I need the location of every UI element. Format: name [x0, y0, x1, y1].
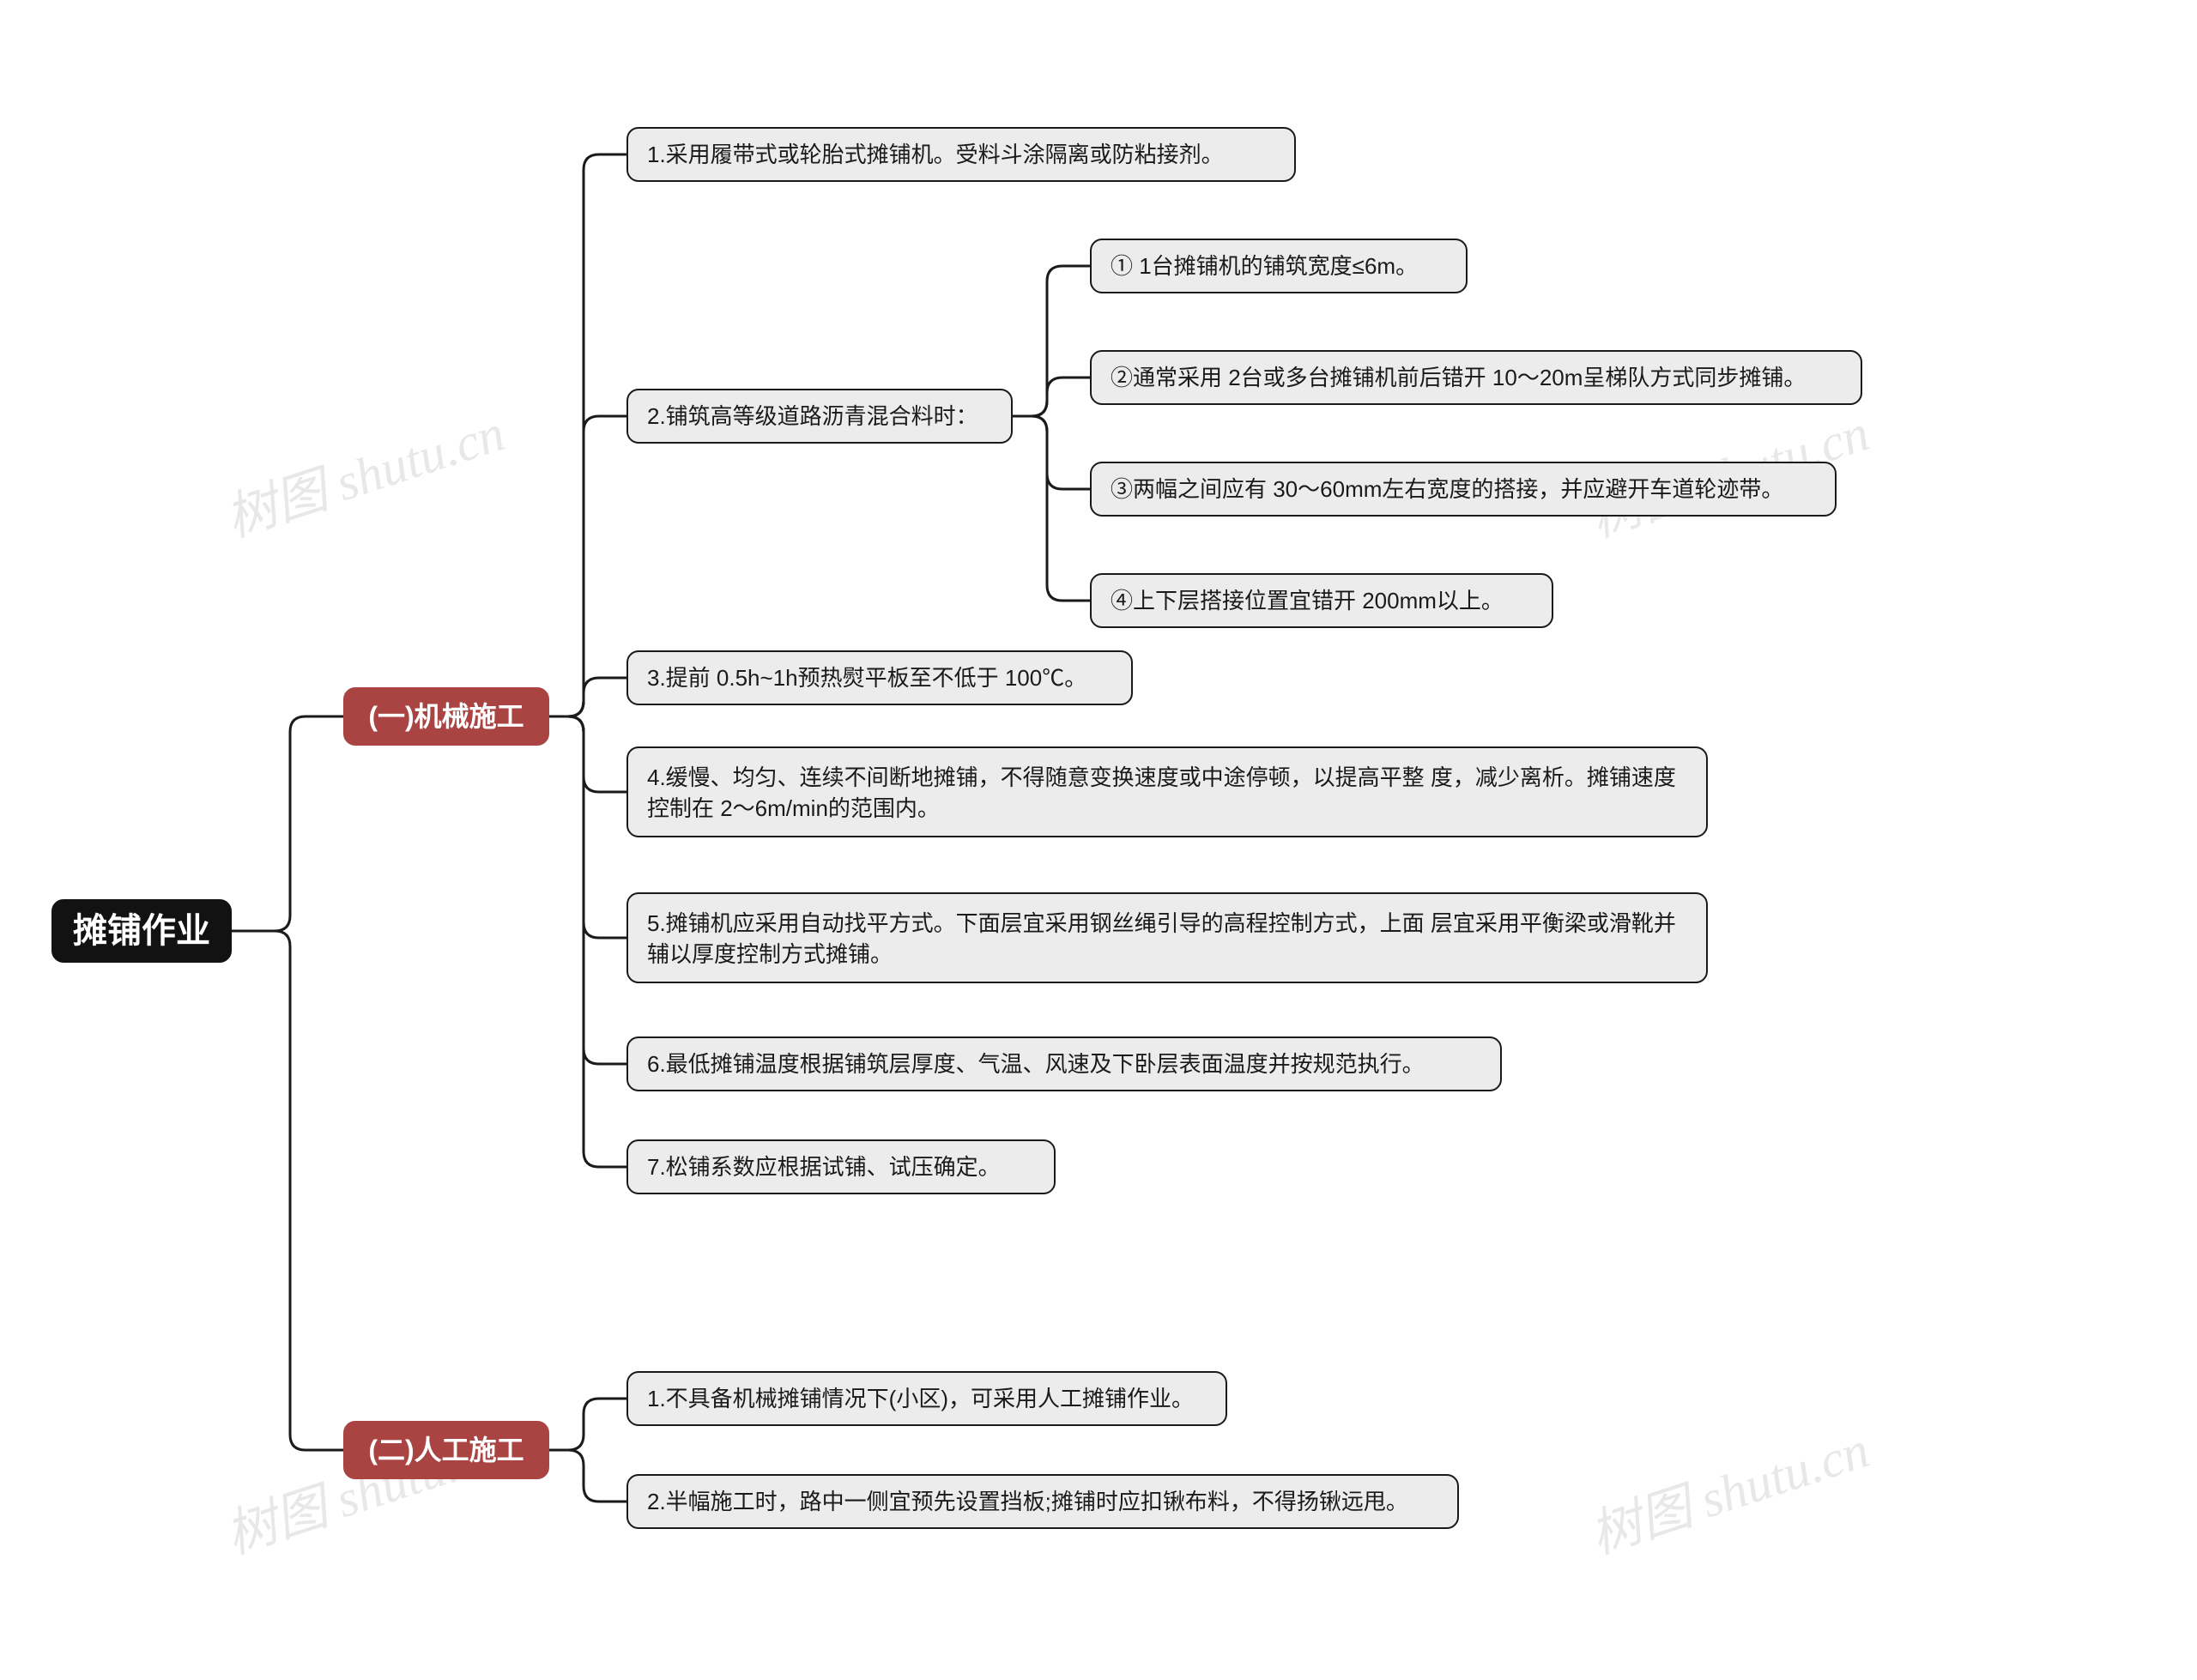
- section-mech: (一)机械施工: [343, 687, 549, 746]
- leaf-p2: 2.半幅施工时，路中一侧宜预先设置挡板;摊铺时应扣锹布料，不得扬锹远甩。: [626, 1474, 1459, 1529]
- leaf-m2a: ① 1台摊铺机的铺筑宽度≤6m。: [1090, 239, 1468, 293]
- leaf-m4: 4.缓慢、均匀、连续不间断地摊铺，不得随意变换速度或中途停顿，以提高平整 度，减…: [626, 746, 1708, 837]
- leaf-m2b: ②通常采用 2台或多台摊铺机前后错开 10～20m呈梯队方式同步摊铺。: [1090, 350, 1862, 405]
- watermark: 树图 shutu.cn: [1579, 1408, 1877, 1568]
- leaf-m2d: ④上下层搭接位置宜错开 200mm以上。: [1090, 573, 1553, 628]
- watermark: 树图 shutu.cn: [215, 391, 512, 552]
- leaf-m3: 3.提前 0.5h~1h预热熨平板至不低于 100℃。: [626, 650, 1133, 705]
- leaf-m5: 5.摊铺机应采用自动找平方式。下面层宜采用钢丝绳引导的高程控制方式，上面 层宜采…: [626, 892, 1708, 983]
- leaf-m7: 7.松铺系数应根据试铺、试压确定。: [626, 1139, 1056, 1194]
- leaf-m2: 2.铺筑高等级道路沥青混合料时：: [626, 389, 1013, 444]
- leaf-m2c: ③两幅之间应有 30～60mm左右宽度的搭接，并应避开车道轮迹带。: [1090, 462, 1837, 517]
- leaf-m1: 1.采用履带式或轮胎式摊铺机。受料斗涂隔离或防粘接剂。: [626, 127, 1296, 182]
- leaf-p1: 1.不具备机械摊铺情况下(小区)，可采用人工摊铺作业。: [626, 1371, 1227, 1426]
- leaf-m6: 6.最低摊铺温度根据铺筑层厚度、气温、风速及下卧层表面温度并按规范执行。: [626, 1036, 1502, 1091]
- diagram-canvas: 树图 shutu.cn 树图 shutu.cn 树图 shutu.cn 树图 s…: [0, 0, 2197, 1680]
- root-node: 摊铺作业: [51, 899, 232, 963]
- section-manual: (二)人工施工: [343, 1421, 549, 1479]
